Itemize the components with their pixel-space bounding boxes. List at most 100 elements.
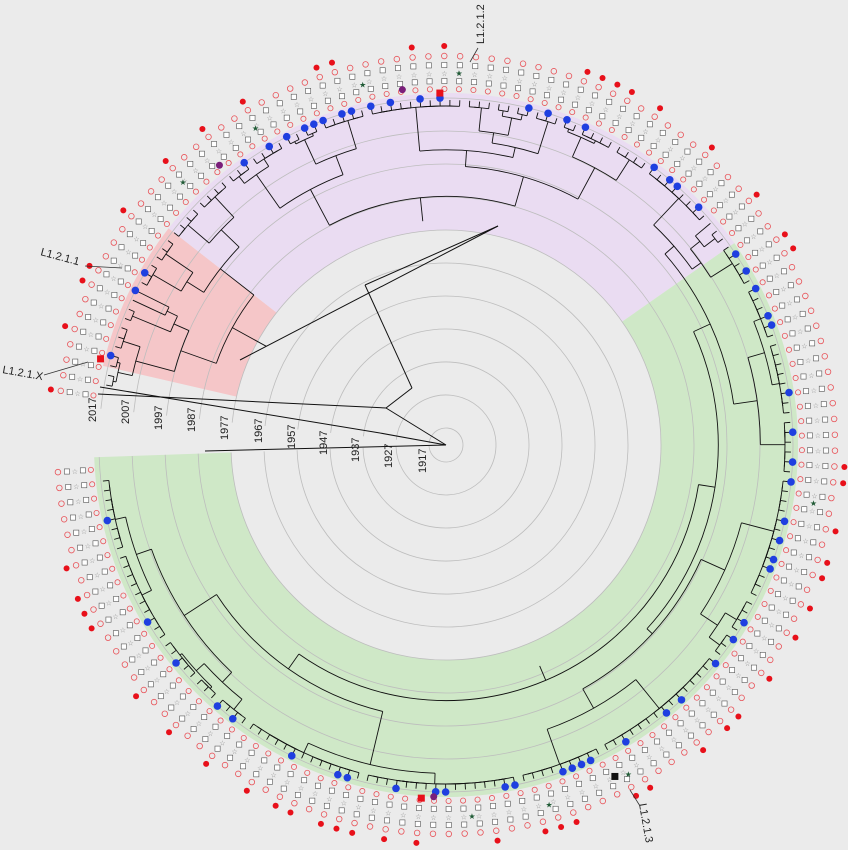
star-icon: ☆ [104,289,110,297]
star-icon: ☆ [815,432,821,440]
star-icon: ☆ [735,672,741,680]
open-square-icon [596,789,603,796]
open-circle-icon [184,732,191,739]
open-square-icon [399,819,406,826]
tip-circle-icon [586,756,595,765]
tip-branch [770,344,777,347]
filled-red-circle-icon [790,245,797,252]
tip-branch [128,308,135,313]
internal-branch [753,318,761,322]
open-square-icon [319,82,326,89]
internal-branch [303,742,309,753]
tip-branch [775,363,782,366]
tip-branch [668,700,674,706]
open-square-icon [476,820,483,827]
open-square-icon [780,577,787,584]
node-arc [216,594,383,712]
tip-branch [319,760,323,767]
open-square-icon [338,807,345,814]
node-arc [754,305,767,333]
tip-branch [624,151,629,158]
open-circle-icon [383,90,390,97]
open-circle-icon [455,86,462,93]
node-arc [279,174,344,209]
clade-label-l1-2-1-2: L1.2.1.2 [475,4,487,44]
open-circle-icon [513,93,520,100]
open-square-icon [766,275,773,282]
star-icon: ☆ [164,688,170,696]
star-icon: ☆ [487,73,493,81]
node-arc [164,306,170,316]
open-circle-icon [78,577,85,584]
open-circle-icon [527,96,534,103]
open-circle-icon [829,399,836,407]
tip-branch [768,547,775,550]
open-circle-icon [813,322,820,329]
open-square-icon [562,786,569,792]
open-square-icon [806,417,813,424]
star-icon: ★ [810,499,817,508]
open-square-icon [283,114,290,121]
open-circle-icon [192,143,200,151]
tip-branch [154,625,160,630]
open-circle-icon [713,162,721,169]
open-circle-icon [545,782,552,789]
clade-sector-l1-2-1-2 [168,93,735,322]
axis-label-1977: 1977 [219,416,231,440]
open-circle-icon [599,761,606,768]
tip-branch [641,162,646,169]
tip-circle-icon [787,478,795,486]
node-arc [498,109,509,113]
open-circle-icon [258,99,265,106]
open-circle-icon [240,734,247,741]
open-square-icon [169,682,176,689]
internal-branch [708,636,720,646]
open-circle-icon [731,650,738,657]
open-square-icon [507,816,514,823]
open-square-icon [567,801,574,807]
open-square-icon [726,213,733,220]
open-square-icon [274,764,281,771]
open-circle-icon [792,375,799,382]
internal-branch [220,268,255,296]
tip-circle-icon [544,109,552,118]
open-circle-icon [287,121,294,128]
star-icon: ☆ [491,811,497,819]
filled-red-circle-icon [317,820,324,827]
tip-branch [115,346,122,349]
open-circle-icon [584,803,592,811]
annotation-rings: ☆☆☆☆☆☆☆☆☆☆☆☆☆☆☆☆☆☆☆☆☆☆☆☆☆☆☆☆☆☆ ☆ ☆ ☆ ☆ ☆ ☆ ☆ ☆ ☆ ☆… [47,43,848,846]
node-arc [536,755,582,772]
time-ring [230,229,662,661]
open-square-icon [503,66,509,73]
open-square-icon [66,389,73,396]
open-square-icon [721,700,728,707]
open-square-icon [70,514,76,521]
star-icon: ☆ [133,236,139,244]
open-square-icon [804,402,811,409]
open-circle-icon [504,57,511,65]
open-square-icon [227,754,234,761]
tip-branch [535,112,539,119]
tip-branch [102,479,109,482]
open-circle-icon [412,87,419,94]
open-circle-icon [54,468,62,476]
filled-red-circle-icon [558,824,565,831]
open-circle-icon [426,86,433,93]
open-circle-icon [668,758,675,766]
open-square-icon [610,783,617,790]
open-circle-icon [166,666,173,673]
star-icon: ☆ [351,81,357,89]
open-circle-icon [646,149,653,156]
filled-red-circle-icon [724,725,731,732]
tip-branch [144,609,150,613]
open-square-icon [100,319,107,326]
tip-branch [124,318,131,322]
filled-red-circle-icon [708,144,715,151]
tip-circle-icon [766,565,774,573]
star-icon: ☆ [782,594,788,602]
star-icon: ☆ [808,372,814,380]
star-icon: ☆ [145,664,151,672]
open-circle-icon [621,134,628,141]
open-square-icon [177,193,183,200]
